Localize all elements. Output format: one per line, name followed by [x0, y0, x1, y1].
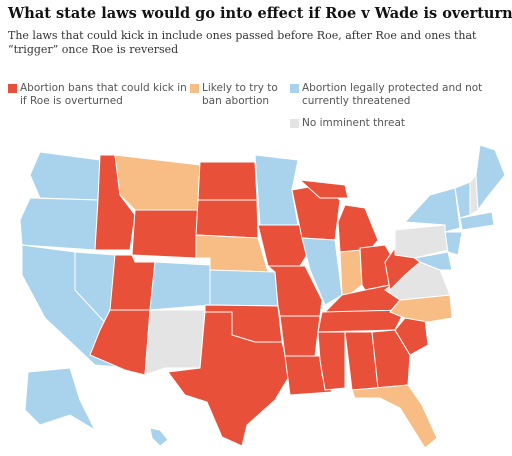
state	[317, 331, 346, 391]
state	[351, 384, 438, 449]
state	[301, 237, 343, 306]
state	[444, 231, 463, 256]
state	[371, 329, 411, 389]
state	[254, 154, 299, 226]
state	[403, 187, 461, 233]
state	[19, 197, 99, 251]
state	[209, 269, 279, 307]
state	[394, 317, 429, 356]
state	[459, 211, 495, 231]
legend-label: Abortion bans that could kick in if Roe …	[20, 82, 187, 107]
state	[144, 309, 206, 376]
legend-label: Likely to try to ban abortion	[202, 82, 278, 107]
subtitle: The laws that could kick in include ones…	[8, 29, 477, 56]
state	[197, 161, 258, 201]
legend-item: Abortion legally protected and not curre…	[290, 82, 502, 108]
legend-swatch	[290, 119, 299, 128]
state	[339, 249, 363, 299]
legend-swatch	[190, 84, 199, 93]
state	[167, 311, 291, 447]
legend-item: No imminent threat	[290, 117, 502, 130]
state	[394, 224, 449, 259]
state	[114, 154, 201, 211]
state	[109, 254, 156, 311]
title: What state laws would go into effect if …	[8, 5, 512, 22]
state	[131, 209, 199, 259]
legend-item: Abortion bans that could kick in if Roe …	[8, 82, 190, 108]
state	[149, 427, 169, 447]
state	[195, 199, 259, 239]
legend-item: Likely to try to ban abortion	[190, 82, 297, 108]
state	[29, 151, 101, 201]
state	[149, 261, 211, 311]
legend-swatch	[8, 84, 17, 93]
state	[298, 179, 349, 199]
legend-swatch	[290, 84, 299, 93]
state	[475, 144, 506, 212]
state	[337, 204, 379, 253]
state	[24, 367, 97, 432]
legend-label: Abortion legally protected and not curre…	[302, 82, 483, 107]
state	[279, 315, 321, 357]
state	[257, 224, 311, 267]
state	[413, 251, 453, 271]
legend-label: No imminent threat	[302, 117, 406, 129]
